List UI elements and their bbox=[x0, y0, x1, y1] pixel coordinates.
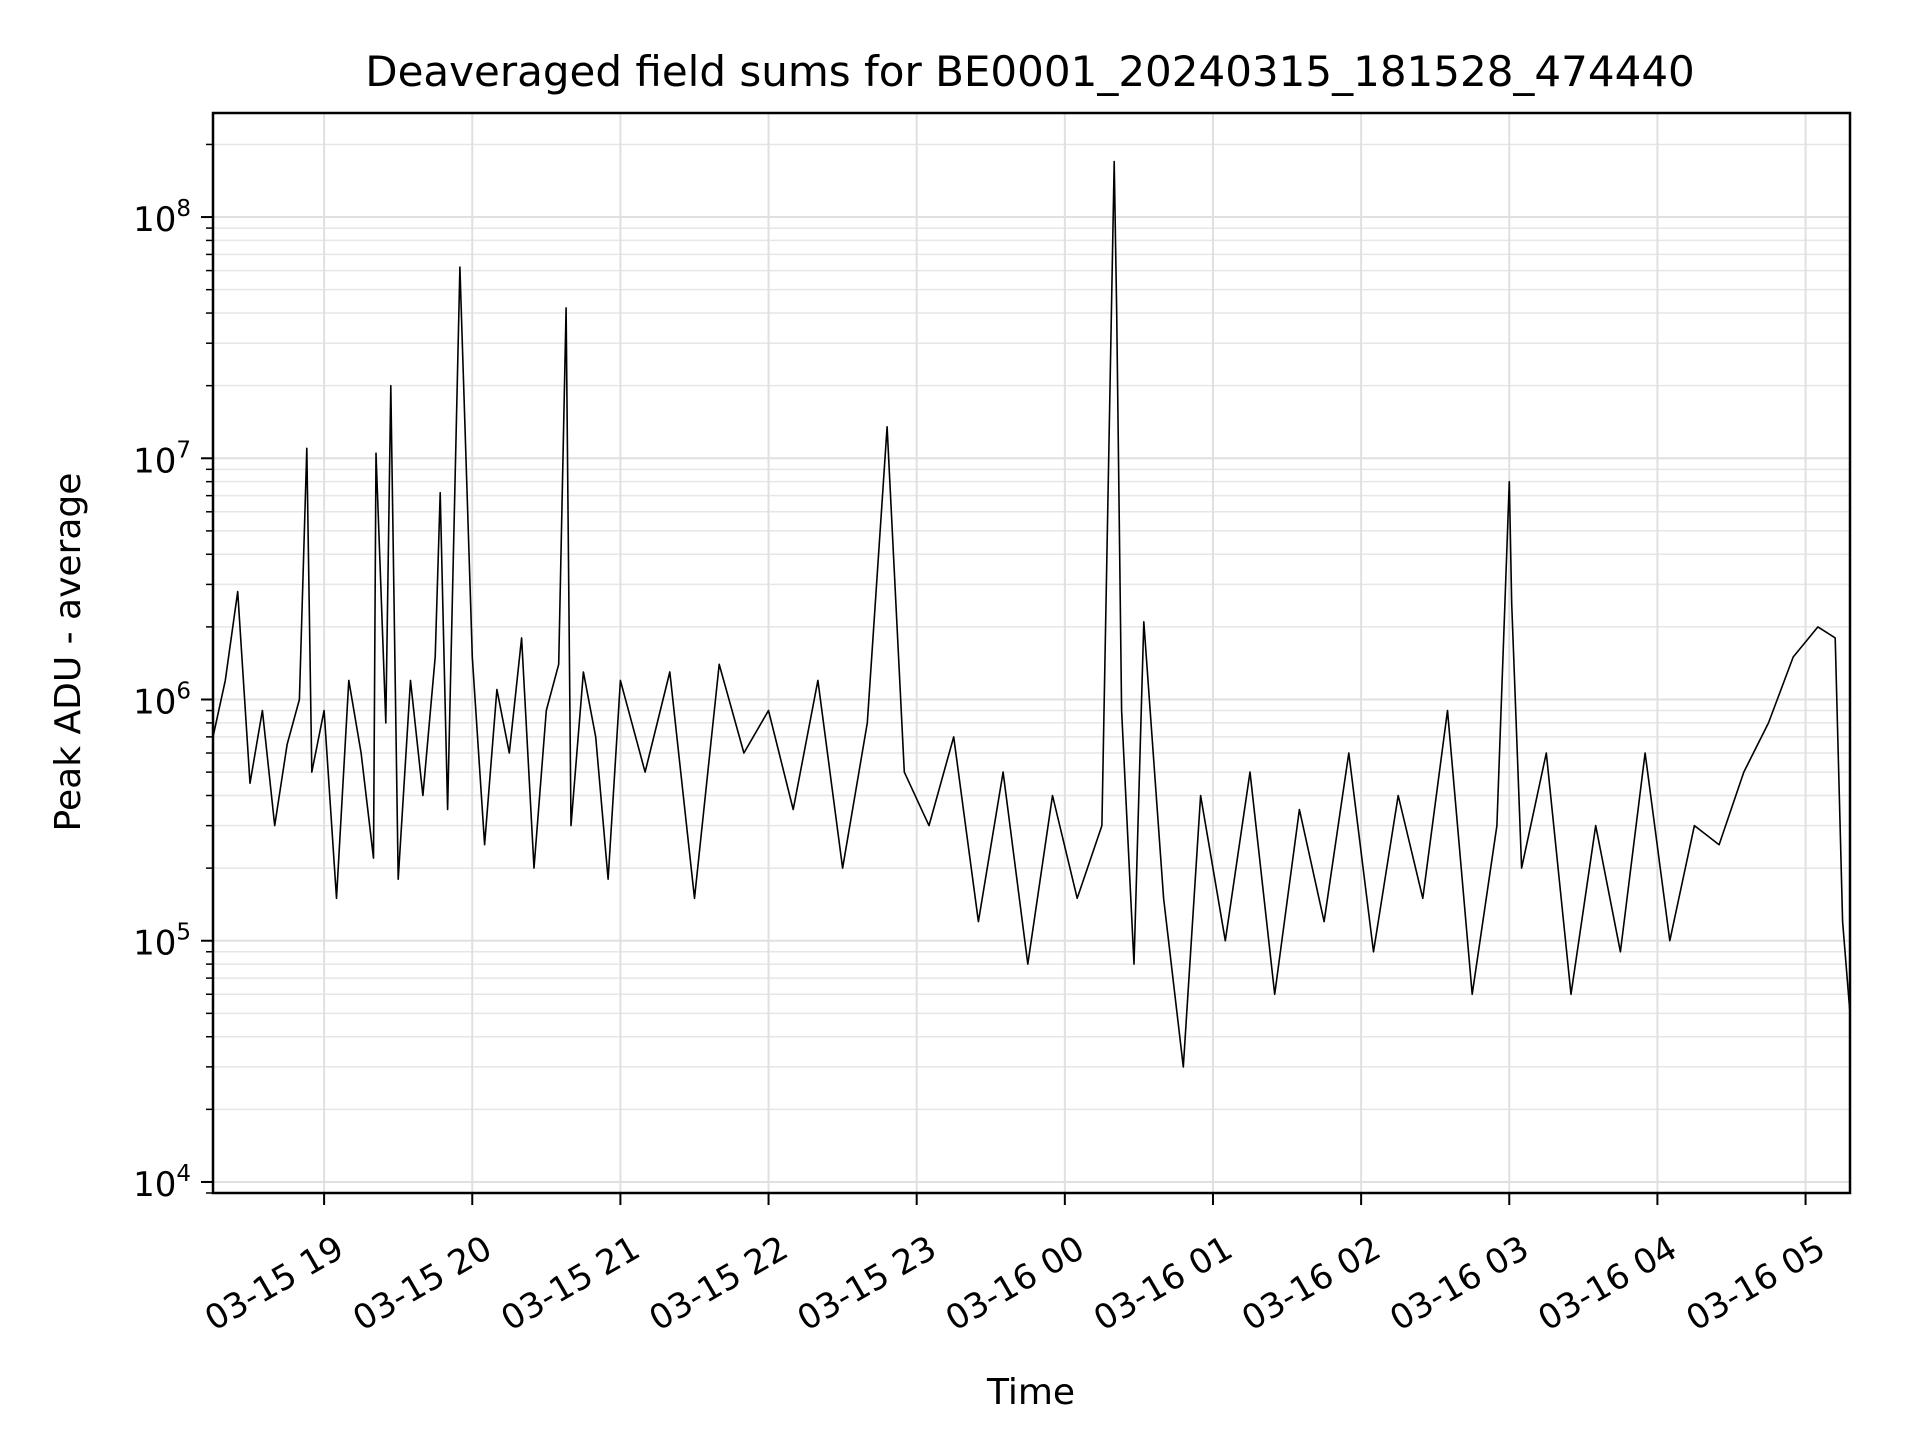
y-axis-label: Peak ADU - average bbox=[48, 473, 89, 832]
x-tick-label: 03-16 04 bbox=[1532, 1228, 1684, 1339]
plot-frame bbox=[211, 111, 1852, 1195]
series-line-group bbox=[212, 160, 1851, 1068]
x-tick-label: 03-15 23 bbox=[791, 1228, 943, 1339]
x-tick-label: 03-15 21 bbox=[495, 1228, 647, 1339]
x-tick-label: 03-16 02 bbox=[1235, 1228, 1387, 1339]
x-tick-label: 03-16 05 bbox=[1680, 1228, 1832, 1339]
x-tick-label: 03-15 19 bbox=[198, 1228, 350, 1339]
y-tick-label: 105 bbox=[133, 920, 191, 964]
y-tick-label: 108 bbox=[133, 196, 191, 240]
grid bbox=[213, 113, 1850, 1194]
y-tick-label: 104 bbox=[133, 1161, 191, 1205]
y-tick-label: 106 bbox=[133, 679, 191, 723]
x-tick-label: 03-15 22 bbox=[643, 1228, 795, 1339]
y-axis: 104 105 106 107 108 bbox=[133, 143, 213, 1205]
x-tick-label: 03-16 00 bbox=[939, 1228, 1091, 1339]
series-line bbox=[212, 160, 1851, 1068]
x-tick-label: 03-16 03 bbox=[1383, 1228, 1535, 1339]
x-tick-label: 03-15 20 bbox=[346, 1228, 498, 1339]
x-axis-label: Time bbox=[986, 1372, 1075, 1413]
y-tick-label: 107 bbox=[133, 437, 191, 481]
x-tick-label: 03-16 01 bbox=[1087, 1228, 1239, 1339]
chart-title: Deaveraged field sums for BE0001_2024031… bbox=[365, 47, 1695, 96]
